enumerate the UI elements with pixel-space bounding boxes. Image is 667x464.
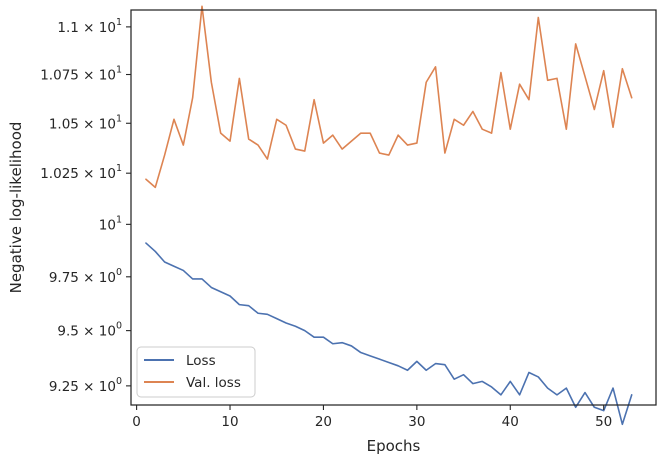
y-tick-mantissa: 10	[99, 217, 116, 233]
y-tick-label: 9.5 × 100	[57, 321, 122, 340]
y-tick-exponent: 0	[116, 267, 122, 278]
x-tick-label: 10	[221, 414, 238, 430]
y-tick-label: 1.025 × 101	[40, 163, 122, 182]
x-tick-label: 50	[595, 414, 612, 430]
x-tick-label: 20	[315, 414, 332, 430]
legend: Loss Val. loss	[136, 346, 256, 398]
y-tick-mantissa: 1.025 × 10	[40, 166, 116, 182]
x-tick-label: 0	[132, 414, 141, 430]
x-axis-label: Epochs	[367, 437, 421, 455]
y-tick-mantissa: 1.1 × 10	[57, 20, 116, 36]
plot-frame	[130, 9, 657, 406]
series-layer	[145, 5, 633, 426]
legend-label-loss: Loss	[186, 353, 216, 369]
y-tick-label: 1.1 × 101	[57, 17, 122, 36]
y-tick-label: 1.075 × 101	[40, 65, 122, 84]
y-tick-mantissa: 9.5 × 10	[57, 324, 116, 340]
legend-label-val-loss: Val. loss	[186, 375, 241, 391]
y-tick-label: 9.25 × 100	[49, 376, 122, 395]
y-tick-exponent: 1	[116, 214, 122, 225]
series-line-val-loss	[145, 5, 633, 189]
y-tick-exponent: 1	[116, 113, 122, 124]
y-tick-mantissa: 1.05 × 10	[49, 116, 116, 132]
y-tick-exponent: 0	[116, 376, 122, 387]
y-tick-exponent: 1	[116, 65, 122, 76]
y-tick-mantissa: 9.75 × 10	[49, 270, 116, 286]
x-tick-label: 40	[502, 414, 519, 430]
y-tick-label: 1.05 × 101	[49, 113, 122, 132]
y-tick-mantissa: 1.075 × 10	[40, 68, 116, 84]
y-tick-label: 101	[99, 214, 122, 233]
x-axis: 0 10 20 30 40 50	[132, 405, 612, 430]
y-axis-label: Negative log-likelihood	[7, 122, 25, 294]
y-tick-exponent: 1	[116, 163, 122, 174]
y-tick-label: 9.75 × 100	[49, 267, 122, 286]
x-tick-label: 30	[408, 414, 425, 430]
y-tick-exponent: 1	[116, 17, 122, 28]
y-tick-mantissa: 9.25 × 10	[49, 379, 116, 395]
series-line-loss	[145, 242, 633, 426]
y-tick-exponent: 0	[116, 321, 122, 332]
